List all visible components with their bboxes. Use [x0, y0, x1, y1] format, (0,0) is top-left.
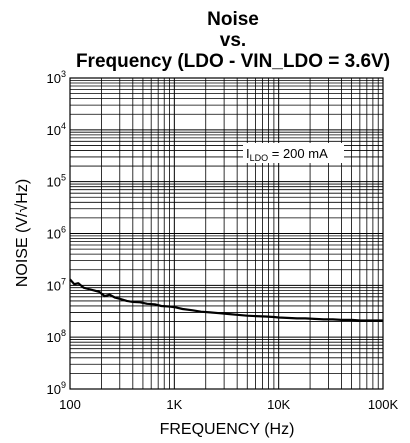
- y-tick-label: 109: [47, 380, 66, 397]
- y-tick-label: 106: [47, 225, 66, 242]
- y-tick-label: 105: [47, 173, 66, 190]
- grid-lines: [69, 78, 383, 390]
- x-tick-label: 100: [59, 397, 81, 412]
- x-tick-labels: 100 1K 10K 100K: [59, 397, 398, 412]
- x-tick-label: 1K: [166, 397, 182, 412]
- chart-title-line3: Frequency (LDO - VIN_LDO = 3.6V): [76, 51, 390, 72]
- annotation-background: [243, 143, 344, 163]
- y-tick-labels: 103 104 105 106 107 108 109: [47, 69, 66, 397]
- chart-title: Noise: [207, 9, 259, 30]
- annotation-current: ILDO = 200 mA: [243, 143, 344, 163]
- y-axis-label: NOISE (V/√Hz): [14, 179, 31, 287]
- x-axis-label: FREQUENCY (Hz): [160, 421, 295, 438]
- annotation-subscript: LDO: [250, 153, 269, 163]
- plot-frame: [69, 77, 384, 390]
- y-tick-label: 107: [47, 276, 66, 293]
- annotation-prefix: I: [246, 146, 250, 161]
- y-tick-label: 108: [47, 328, 66, 345]
- chart-title-line2: vs.: [220, 30, 246, 51]
- y-tick-label: 104: [47, 121, 66, 138]
- x-tick-label: 100K: [368, 397, 399, 412]
- x-tick-label: 10K: [267, 397, 290, 412]
- noise-series-line: [69, 278, 383, 322]
- y-tick-label: 103: [47, 69, 66, 86]
- annotation-suffix: = 200 mA: [268, 146, 328, 161]
- series-layer: [69, 278, 383, 322]
- svg-text:ILDO = 200 mA: ILDO = 200 mA: [246, 146, 328, 163]
